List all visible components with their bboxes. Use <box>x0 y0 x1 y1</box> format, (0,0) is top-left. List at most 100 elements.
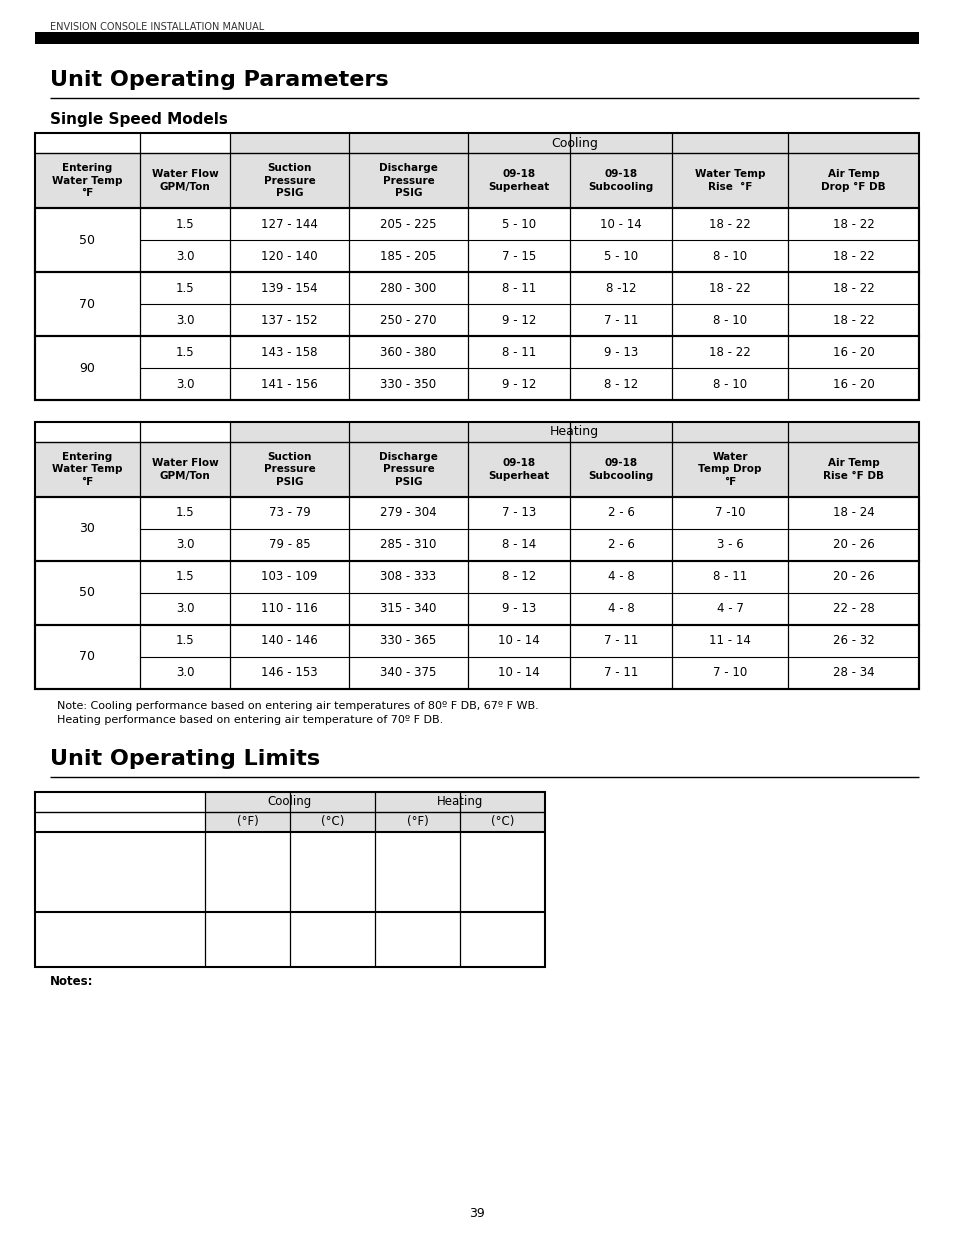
Text: Water Flow
GPM/Ton: Water Flow GPM/Ton <box>152 458 218 480</box>
Text: 30: 30 <box>79 522 95 536</box>
Text: 7 - 11: 7 - 11 <box>603 314 638 326</box>
Bar <box>230 422 918 442</box>
Text: (°F): (°F) <box>406 815 428 829</box>
Text: 8 -12: 8 -12 <box>605 282 636 294</box>
Text: Heating: Heating <box>436 795 482 809</box>
Text: 4 - 8: 4 - 8 <box>607 571 634 583</box>
Text: Discharge
Pressure
PSIG: Discharge Pressure PSIG <box>378 452 437 487</box>
Text: 73 - 79: 73 - 79 <box>269 506 310 520</box>
Text: 10 - 14: 10 - 14 <box>497 635 539 647</box>
Bar <box>35 32 918 44</box>
Text: Suction
Pressure
PSIG: Suction Pressure PSIG <box>263 452 315 487</box>
Text: 2 - 6: 2 - 6 <box>607 538 634 552</box>
Text: 18 - 22: 18 - 22 <box>832 217 874 231</box>
Text: 8 - 11: 8 - 11 <box>501 282 536 294</box>
Text: 18 - 22: 18 - 22 <box>832 314 874 326</box>
Text: 26 - 32: 26 - 32 <box>832 635 874 647</box>
Text: Water Temp
Rise  °F: Water Temp Rise °F <box>694 169 764 191</box>
Text: 1.5: 1.5 <box>175 217 194 231</box>
Text: 7 -10: 7 -10 <box>714 506 744 520</box>
Text: 103 - 109: 103 - 109 <box>261 571 317 583</box>
Text: Heating: Heating <box>549 426 598 438</box>
Text: Unit Operating Parameters: Unit Operating Parameters <box>50 70 388 90</box>
Text: 16 - 20: 16 - 20 <box>832 378 874 390</box>
Bar <box>35 625 918 689</box>
Text: 3.0: 3.0 <box>175 314 194 326</box>
Text: 9 - 13: 9 - 13 <box>501 603 536 615</box>
Bar <box>35 153 918 207</box>
Text: 3 - 6: 3 - 6 <box>716 538 742 552</box>
Text: 1.5: 1.5 <box>175 346 194 358</box>
Bar <box>205 792 375 811</box>
Text: 4 - 7: 4 - 7 <box>716 603 742 615</box>
Text: 280 - 300: 280 - 300 <box>380 282 436 294</box>
Text: 50: 50 <box>79 587 95 599</box>
Text: 340 - 375: 340 - 375 <box>380 667 436 679</box>
Text: 1.5: 1.5 <box>175 635 194 647</box>
Text: 2 - 6: 2 - 6 <box>607 506 634 520</box>
Text: 7 - 13: 7 - 13 <box>501 506 536 520</box>
Text: 09-18
Subcooling: 09-18 Subcooling <box>588 169 653 191</box>
Text: (°C): (°C) <box>320 815 344 829</box>
Text: 09-18
Subcooling: 09-18 Subcooling <box>588 458 653 480</box>
Text: Single Speed Models: Single Speed Models <box>50 112 228 127</box>
Text: 9 - 13: 9 - 13 <box>603 346 638 358</box>
Text: 5 - 10: 5 - 10 <box>603 249 638 263</box>
Text: Air Temp
Drop °F DB: Air Temp Drop °F DB <box>821 169 885 191</box>
Text: 185 - 205: 185 - 205 <box>380 249 436 263</box>
Text: 3.0: 3.0 <box>175 249 194 263</box>
Text: 7 - 11: 7 - 11 <box>603 667 638 679</box>
Bar <box>35 207 918 272</box>
Text: 8 - 10: 8 - 10 <box>712 249 746 263</box>
Text: 18 - 22: 18 - 22 <box>832 282 874 294</box>
Text: 7 - 15: 7 - 15 <box>501 249 536 263</box>
Bar <box>375 792 544 811</box>
Text: 90: 90 <box>79 362 95 374</box>
Text: 279 - 304: 279 - 304 <box>380 506 436 520</box>
Text: 9 - 12: 9 - 12 <box>501 378 536 390</box>
Text: 20 - 26: 20 - 26 <box>832 538 874 552</box>
Text: 70: 70 <box>79 298 95 310</box>
Text: 70: 70 <box>79 651 95 663</box>
Text: 09-18
Superheat: 09-18 Superheat <box>488 458 549 480</box>
Text: Cooling: Cooling <box>268 795 312 809</box>
Text: 250 - 270: 250 - 270 <box>380 314 436 326</box>
Text: 10 - 14: 10 - 14 <box>497 667 539 679</box>
Text: 308 - 333: 308 - 333 <box>380 571 436 583</box>
Bar <box>35 442 918 496</box>
Text: 39: 39 <box>469 1207 484 1220</box>
Text: 20 - 26: 20 - 26 <box>832 571 874 583</box>
Text: 79 - 85: 79 - 85 <box>269 538 310 552</box>
Text: 146 - 153: 146 - 153 <box>261 667 317 679</box>
Text: 8 - 11: 8 - 11 <box>501 346 536 358</box>
Bar <box>35 272 918 336</box>
Text: Discharge
Pressure
PSIG: Discharge Pressure PSIG <box>378 163 437 198</box>
Text: Suction
Pressure
PSIG: Suction Pressure PSIG <box>263 163 315 198</box>
Bar <box>230 133 918 153</box>
Bar <box>35 792 544 967</box>
Text: 18 - 22: 18 - 22 <box>832 249 874 263</box>
Text: Cooling: Cooling <box>551 137 598 149</box>
Text: 18 - 22: 18 - 22 <box>708 282 750 294</box>
Text: 330 - 350: 330 - 350 <box>380 378 436 390</box>
Text: 8 - 12: 8 - 12 <box>501 571 536 583</box>
Text: 8 - 10: 8 - 10 <box>712 314 746 326</box>
Text: 137 - 152: 137 - 152 <box>261 314 317 326</box>
Text: Note: Cooling performance based on entering air temperatures of 80º F DB, 67º F : Note: Cooling performance based on enter… <box>50 701 538 711</box>
Text: 1.5: 1.5 <box>175 282 194 294</box>
Text: 22 - 28: 22 - 28 <box>832 603 874 615</box>
Text: Notes:: Notes: <box>50 974 93 988</box>
Text: 7 - 11: 7 - 11 <box>603 635 638 647</box>
Text: 139 - 154: 139 - 154 <box>261 282 317 294</box>
Text: 11 - 14: 11 - 14 <box>708 635 750 647</box>
Text: Unit Operating Limits: Unit Operating Limits <box>50 748 320 769</box>
Text: 1.5: 1.5 <box>175 571 194 583</box>
Text: 3.0: 3.0 <box>175 667 194 679</box>
Text: 8 - 12: 8 - 12 <box>603 378 638 390</box>
Text: 140 - 146: 140 - 146 <box>261 635 317 647</box>
Text: 4 - 8: 4 - 8 <box>607 603 634 615</box>
Bar <box>35 496 918 561</box>
Text: 127 - 144: 127 - 144 <box>261 217 317 231</box>
Text: 285 - 310: 285 - 310 <box>380 538 436 552</box>
Text: 315 - 340: 315 - 340 <box>380 603 436 615</box>
